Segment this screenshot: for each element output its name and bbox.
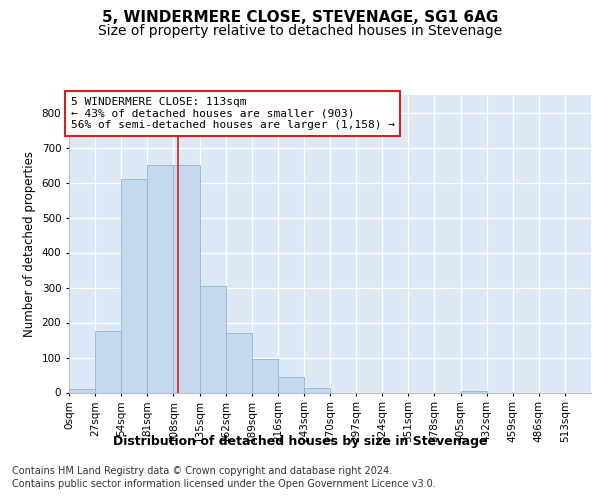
- Text: Distribution of detached houses by size in Stevenage: Distribution of detached houses by size …: [113, 435, 487, 448]
- Y-axis label: Number of detached properties: Number of detached properties: [23, 151, 36, 337]
- Bar: [95, 331, 121, 392]
- Text: Contains HM Land Registry data © Crown copyright and database right 2024.: Contains HM Land Registry data © Crown c…: [12, 466, 392, 476]
- Bar: [304, 388, 330, 392]
- Bar: [199, 286, 226, 393]
- Text: 5 WINDERMERE CLOSE: 113sqm
← 43% of detached houses are smaller (903)
56% of sem: 5 WINDERMERE CLOSE: 113sqm ← 43% of deta…: [71, 97, 395, 130]
- Text: Contains public sector information licensed under the Open Government Licence v3: Contains public sector information licen…: [12, 479, 436, 489]
- Bar: [226, 333, 252, 392]
- Bar: [121, 179, 148, 392]
- Bar: [69, 389, 95, 392]
- Text: 5, WINDERMERE CLOSE, STEVENAGE, SG1 6AG: 5, WINDERMERE CLOSE, STEVENAGE, SG1 6AG: [102, 10, 498, 25]
- Text: Size of property relative to detached houses in Stevenage: Size of property relative to detached ho…: [98, 24, 502, 38]
- Bar: [278, 377, 304, 392]
- Bar: [461, 391, 487, 392]
- Bar: [173, 165, 199, 392]
- Bar: [148, 165, 173, 392]
- Bar: [252, 359, 278, 392]
